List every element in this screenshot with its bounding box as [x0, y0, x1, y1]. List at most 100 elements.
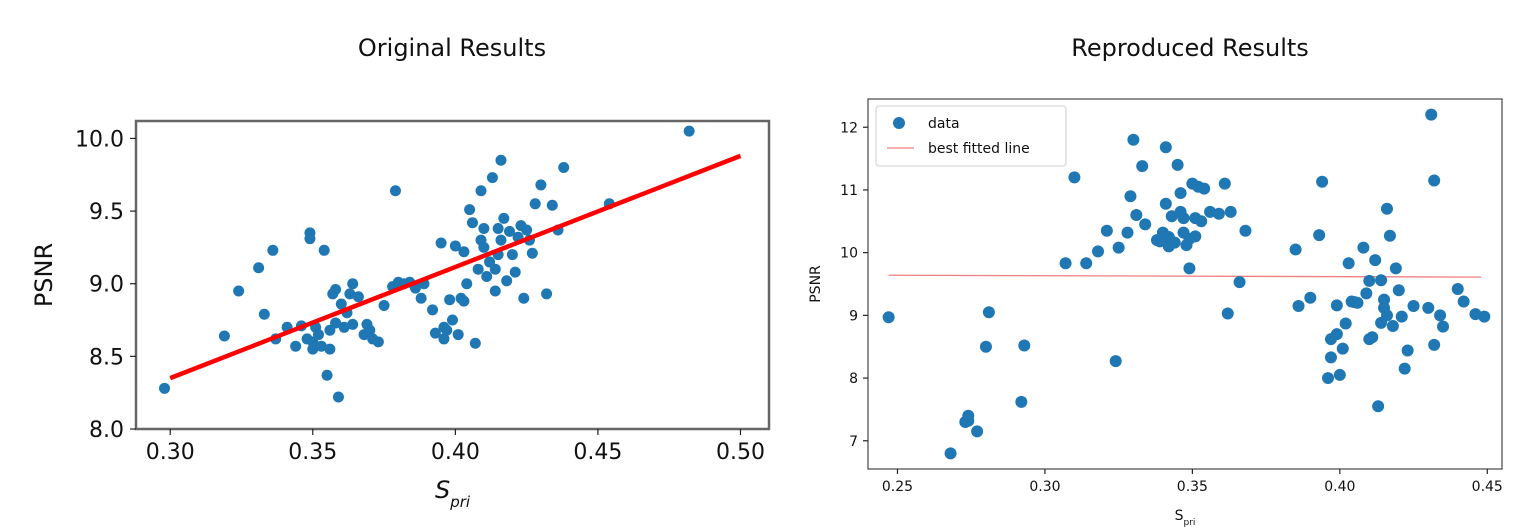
right-data-point: [1018, 339, 1031, 352]
left-data-point: [315, 340, 327, 352]
right-y-tick-label: 8: [849, 371, 858, 387]
right-data-point: [1221, 307, 1234, 320]
left-data-point: [529, 198, 541, 210]
right-data-point: [1159, 197, 1172, 210]
left-data-point: [486, 172, 498, 184]
left-data-point: [469, 337, 481, 349]
right-data-point: [1407, 299, 1420, 312]
right-x-tick-label: 0.30: [1029, 479, 1060, 495]
left-y-axis-label: PSNR: [30, 243, 58, 307]
right-data-point: [1398, 362, 1411, 375]
right-plot-frame: [867, 98, 1503, 470]
right-data-point: [1171, 158, 1184, 171]
left-data-point: [378, 300, 390, 312]
right-data-point: [1372, 400, 1385, 413]
right-data-point: [1121, 226, 1134, 239]
left-data-point: [683, 125, 695, 137]
right-data-point: [1292, 299, 1305, 312]
left-data-point: [558, 161, 570, 173]
right-data-point: [1080, 257, 1093, 270]
left-x-tick-label: 0.50: [716, 440, 765, 465]
right-x-tick-label: 0.25: [882, 479, 913, 495]
right-data-point: [1330, 328, 1343, 341]
right-data-point: [1457, 295, 1470, 308]
right-data-point: [1363, 274, 1376, 287]
left-data-point: [489, 285, 501, 297]
left-data-point: [347, 278, 359, 290]
left-data-point: [449, 240, 461, 252]
left-data-point: [541, 288, 553, 300]
right-data-point: [1386, 320, 1399, 333]
left-data-point: [495, 234, 507, 246]
right-data-point: [1100, 224, 1113, 237]
left-chart-title: Original Results: [357, 34, 547, 62]
right-data-point: [1059, 257, 1072, 270]
left-data-point: [504, 225, 516, 237]
left-y-tick-label: 8.0: [89, 418, 124, 443]
right-y-tick-label: 11: [840, 183, 858, 199]
right-chart-title: Reproduced Results: [1071, 34, 1309, 62]
right-data-point: [1130, 209, 1143, 222]
left-data-point: [218, 330, 230, 342]
left-y-tick-label: 9.0: [89, 273, 124, 298]
right-fit-line: [888, 274, 1482, 278]
right-data-point: [1428, 338, 1441, 351]
right-data-point: [1330, 299, 1343, 312]
right-data-point: [1168, 236, 1181, 249]
left-data-point: [472, 263, 484, 275]
right-data-point: [1304, 291, 1317, 304]
left-data-point: [475, 185, 487, 197]
left-x-tick-label: 0.40: [431, 440, 480, 465]
left-data-point: [338, 321, 350, 333]
left-data-point: [372, 336, 384, 348]
left-data-point: [506, 249, 518, 261]
left-y-tick-label: 9.5: [89, 200, 124, 225]
left-data-point: [489, 263, 501, 275]
right-data-point: [1112, 241, 1125, 254]
right-data-point: [1109, 355, 1122, 368]
left-data-point: [526, 247, 538, 259]
left-data-point: [441, 324, 453, 336]
left-data-point: [364, 324, 376, 336]
left-y-tick-label: 10.0: [75, 127, 124, 152]
right-y-tick-label: 10: [840, 246, 858, 262]
left-fit-line: [169, 153, 742, 381]
right-x-tick-label: 0.45: [1472, 479, 1503, 495]
left-x-tick-label: 0.45: [573, 440, 622, 465]
left-data-point: [458, 246, 470, 258]
right-data-point: [1189, 230, 1202, 243]
right-data-point: [1127, 133, 1140, 146]
right-data-point: [1339, 317, 1352, 330]
left-data-point: [435, 237, 447, 249]
right-data-point: [1233, 276, 1246, 289]
left-data-point: [290, 340, 302, 352]
legend-data-marker: [893, 117, 905, 129]
left-data-point: [501, 275, 513, 287]
right-data-point: [1380, 202, 1393, 215]
left-data-point: [389, 185, 401, 197]
left-x-axis-label: Spri: [435, 476, 471, 511]
left-data-point: [495, 154, 507, 166]
right-data-point: [1369, 254, 1382, 267]
right-data-point: [1139, 218, 1152, 231]
right-data-point: [1357, 241, 1370, 254]
right-data-point: [1434, 309, 1447, 322]
left-data-point: [535, 179, 547, 191]
right-data-point: [1124, 190, 1137, 203]
left-data-point: [447, 314, 458, 326]
right-data-point: [962, 414, 975, 427]
left-data-point: [233, 285, 245, 297]
right-data-point: [882, 311, 895, 324]
left-data-point: [466, 217, 478, 229]
left-data-point: [258, 308, 270, 320]
right-data-point: [1395, 310, 1408, 323]
right-data-point: [1451, 283, 1464, 296]
right-data-point: [1183, 262, 1196, 275]
right-data-point: [1351, 296, 1364, 309]
left-data-point: [312, 329, 324, 341]
left-data-point: [438, 333, 450, 345]
right-data-point: [1401, 344, 1414, 357]
right-data-point: [1428, 174, 1441, 187]
left-data-point: [352, 291, 364, 303]
right-data-point: [1195, 215, 1208, 228]
